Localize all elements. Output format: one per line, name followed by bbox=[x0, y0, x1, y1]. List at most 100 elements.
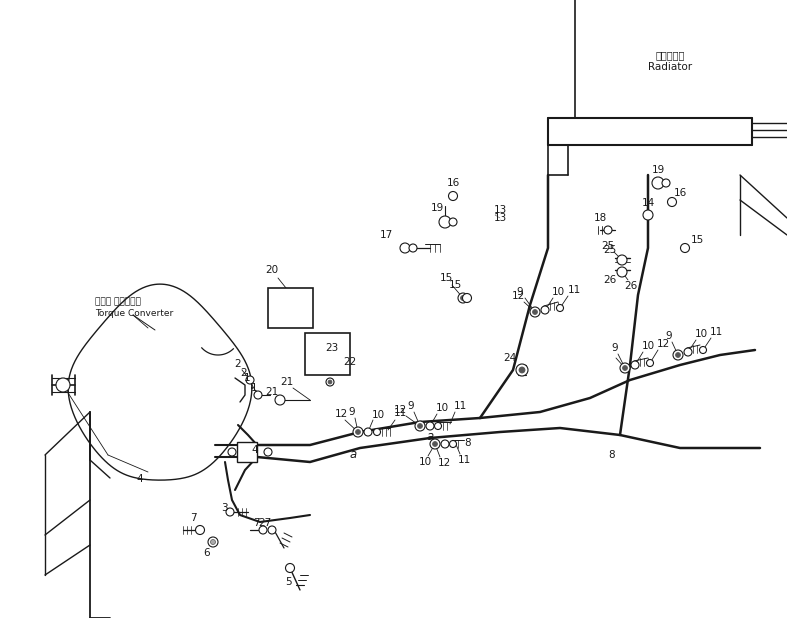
Text: 7: 7 bbox=[190, 513, 196, 523]
Circle shape bbox=[643, 210, 653, 220]
Circle shape bbox=[463, 294, 471, 302]
Circle shape bbox=[434, 423, 442, 430]
Circle shape bbox=[449, 192, 457, 200]
Circle shape bbox=[328, 380, 332, 384]
Text: 17: 17 bbox=[379, 230, 393, 240]
Circle shape bbox=[364, 428, 372, 436]
Text: a: a bbox=[349, 449, 357, 462]
Text: 8: 8 bbox=[464, 438, 471, 448]
Circle shape bbox=[226, 508, 234, 516]
Circle shape bbox=[541, 306, 549, 314]
Circle shape bbox=[286, 564, 294, 572]
Circle shape bbox=[652, 177, 664, 189]
Text: 16: 16 bbox=[674, 188, 686, 198]
Circle shape bbox=[333, 352, 339, 358]
Text: 26: 26 bbox=[624, 281, 637, 291]
Text: 12: 12 bbox=[656, 339, 670, 349]
Text: 10: 10 bbox=[435, 403, 449, 413]
Text: 18: 18 bbox=[593, 213, 607, 223]
Circle shape bbox=[556, 305, 563, 311]
Text: 15: 15 bbox=[449, 280, 462, 290]
Text: 8: 8 bbox=[608, 450, 615, 460]
Circle shape bbox=[417, 423, 423, 428]
Circle shape bbox=[620, 363, 630, 373]
Text: 13: 13 bbox=[493, 205, 507, 215]
Circle shape bbox=[667, 198, 677, 206]
Circle shape bbox=[449, 218, 457, 226]
FancyBboxPatch shape bbox=[237, 442, 257, 462]
Text: 27: 27 bbox=[258, 518, 272, 528]
Circle shape bbox=[356, 430, 360, 434]
Circle shape bbox=[264, 448, 272, 456]
Circle shape bbox=[684, 348, 692, 356]
Text: 1: 1 bbox=[244, 373, 250, 383]
Text: 11: 11 bbox=[567, 285, 581, 295]
Circle shape bbox=[409, 244, 417, 252]
Text: 16: 16 bbox=[446, 178, 460, 188]
Text: 19: 19 bbox=[430, 203, 444, 213]
Circle shape bbox=[430, 439, 440, 449]
FancyBboxPatch shape bbox=[268, 288, 313, 328]
Text: 4: 4 bbox=[137, 474, 143, 484]
Text: 2: 2 bbox=[241, 368, 247, 378]
Text: 12: 12 bbox=[512, 291, 525, 301]
Text: 21: 21 bbox=[280, 377, 294, 387]
Text: a: a bbox=[427, 431, 434, 444]
Circle shape bbox=[441, 440, 449, 448]
Text: 11: 11 bbox=[394, 408, 407, 418]
Circle shape bbox=[681, 243, 689, 253]
Circle shape bbox=[56, 378, 70, 392]
Text: 9: 9 bbox=[611, 343, 619, 353]
Circle shape bbox=[246, 376, 254, 384]
Text: 25: 25 bbox=[601, 241, 615, 251]
Circle shape bbox=[210, 540, 216, 544]
Text: 22: 22 bbox=[343, 357, 357, 367]
Circle shape bbox=[426, 422, 434, 430]
Text: 5: 5 bbox=[285, 577, 291, 587]
Text: 9: 9 bbox=[517, 287, 523, 297]
Text: 12: 12 bbox=[438, 458, 451, 468]
Circle shape bbox=[604, 226, 612, 234]
Text: 9: 9 bbox=[666, 331, 672, 341]
Text: 9: 9 bbox=[408, 401, 414, 411]
Text: 25: 25 bbox=[604, 245, 617, 255]
Text: 24: 24 bbox=[504, 353, 516, 363]
Text: 6: 6 bbox=[204, 548, 210, 558]
Circle shape bbox=[275, 395, 285, 405]
Text: 12: 12 bbox=[394, 405, 407, 415]
Text: 15: 15 bbox=[439, 273, 453, 283]
Text: 10: 10 bbox=[552, 287, 564, 297]
Text: Torque Converter: Torque Converter bbox=[95, 308, 173, 318]
Text: 10: 10 bbox=[641, 341, 655, 351]
Text: 10: 10 bbox=[694, 329, 708, 339]
Text: 10: 10 bbox=[419, 457, 431, 467]
Text: 14: 14 bbox=[641, 198, 655, 208]
Circle shape bbox=[228, 448, 236, 456]
Text: トルク コンバータ: トルク コンバータ bbox=[95, 297, 141, 307]
Circle shape bbox=[439, 216, 451, 228]
Circle shape bbox=[623, 365, 627, 371]
Text: 2: 2 bbox=[235, 359, 242, 369]
Circle shape bbox=[295, 307, 301, 313]
Circle shape bbox=[516, 364, 528, 376]
Circle shape bbox=[519, 367, 525, 373]
Circle shape bbox=[646, 360, 653, 366]
Text: 7: 7 bbox=[253, 518, 259, 528]
Circle shape bbox=[675, 352, 681, 357]
Circle shape bbox=[277, 307, 283, 313]
Circle shape bbox=[433, 441, 438, 446]
Circle shape bbox=[374, 428, 380, 436]
Circle shape bbox=[617, 267, 627, 277]
Circle shape bbox=[449, 441, 456, 447]
Text: 23: 23 bbox=[325, 343, 338, 353]
Circle shape bbox=[400, 243, 410, 253]
Text: 26: 26 bbox=[604, 275, 617, 285]
Circle shape bbox=[208, 537, 218, 547]
Text: 13: 13 bbox=[493, 213, 507, 223]
Circle shape bbox=[673, 350, 683, 360]
Text: 11: 11 bbox=[457, 455, 471, 465]
Text: Radiator: Radiator bbox=[648, 62, 692, 72]
Text: 11: 11 bbox=[453, 401, 467, 411]
Text: 9: 9 bbox=[349, 407, 355, 417]
Circle shape bbox=[259, 526, 267, 534]
